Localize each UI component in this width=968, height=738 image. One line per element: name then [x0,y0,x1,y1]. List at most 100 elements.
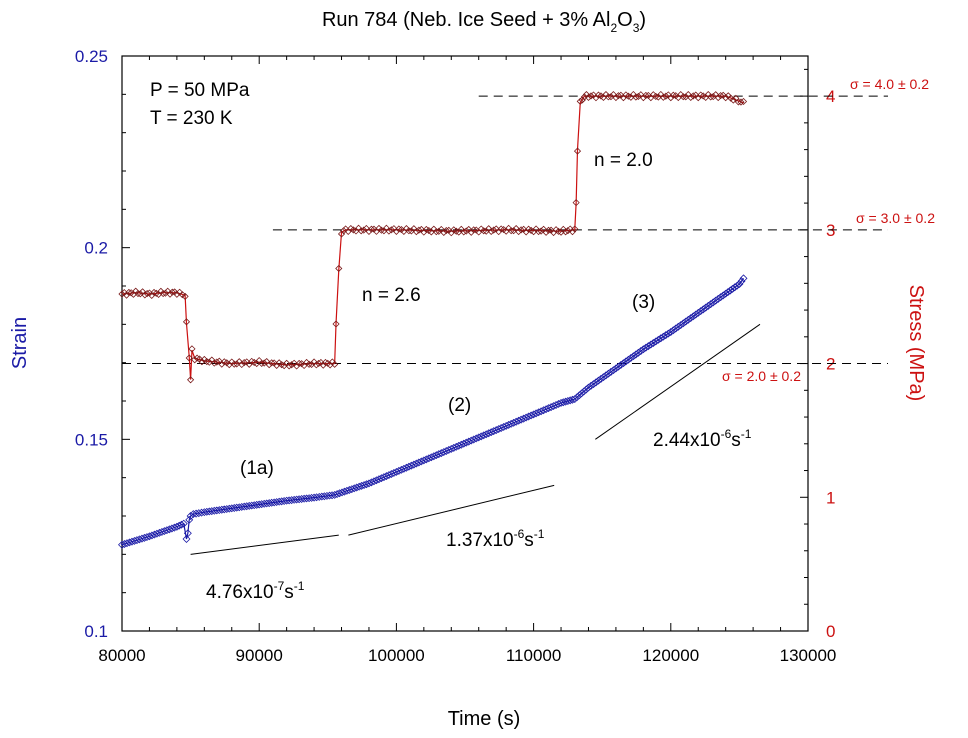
data-point-stress [159,289,167,298]
strain-rate-fit-line [190,534,339,555]
data-point-stress [198,358,206,366]
data-point-stress [568,228,577,236]
data-point-stress [168,288,176,296]
x-tick-label: 110000 [506,646,561,665]
strain-rate-label-3: 2.44x10-6s-1 [653,427,752,451]
data-point-stress [392,227,400,235]
data-point-strain [577,389,586,398]
data-point-stress [652,92,660,101]
series-stress [118,90,748,384]
data-point-stress [315,359,323,367]
data-point-stress [627,93,635,101]
data-point-stress [682,93,690,101]
data-point-stress [360,226,368,234]
y-right-tick-label: 0 [826,622,835,641]
data-point-stress [709,93,717,101]
data-point-strain [669,326,678,335]
data-point-strain [684,315,693,324]
data-point-stress [542,228,550,236]
x-tick-label: 90000 [236,646,283,665]
data-point-strain [681,317,690,326]
series-strain [118,274,748,549]
data-point-stress [580,93,588,101]
stress-exponent-label-2-0: n = 2.0 [594,150,653,171]
data-point-stress [669,91,677,99]
data-point-stress [181,292,189,300]
data-point-stress [118,290,126,298]
data-point-stress [659,93,667,101]
data-point-stress [295,359,303,368]
data-point-stress [582,90,590,99]
ticks-layer [121,55,809,632]
data-point-strain [666,328,675,336]
data-point-stress [554,227,563,235]
data-point-stress [467,228,475,236]
data-point-stress [545,226,553,234]
data-point-stress [482,227,490,235]
data-point-stress [308,360,316,369]
data-point-strain [626,353,635,362]
data-point-stress [310,358,318,366]
data-point-stress [592,94,600,102]
data-point-stress [136,290,144,298]
data-point-stress [380,227,388,235]
data-point-strain [699,305,708,314]
sigma-3-label: σ = 3.0 ± 0.2 [856,210,935,226]
data-point-stress [387,226,395,234]
data-point-strain [659,332,668,341]
data-point-stress [161,289,170,297]
data-point-stress [344,227,352,235]
y-left-tick-label: 0.1 [84,622,108,641]
data-point-stress [150,288,158,297]
data-point-stress [148,291,156,299]
data-point-strain [656,334,665,343]
data-point-strain [694,308,703,317]
data-point-stress [662,92,670,100]
data-point-stress [405,227,413,235]
data-point-stress [193,354,201,362]
data-point-stress [707,93,715,101]
data-point-stress [412,228,420,236]
data-point-stress [331,360,339,368]
data-point-strain [730,283,739,292]
segment-label-3: (3) [632,292,655,313]
y-right-tick-label: 1 [826,488,835,507]
data-point-strain [589,380,598,389]
data-point-strain [689,312,698,321]
x-tick-label: 120000 [642,646,699,665]
data-point-strain [709,298,718,307]
data-point-stress [288,361,296,369]
data-point-stress [321,358,330,367]
data-point-strain [183,529,192,538]
data-point-stress [584,93,593,101]
data-point-stress [480,227,488,235]
data-point-stress [245,360,253,368]
data-point-stress [667,94,675,102]
data-point-strain [624,355,633,364]
data-point-stress [253,359,261,368]
data-point-strain [570,395,579,404]
data-point-stress [280,362,288,370]
strain-rate-label-1a: 4.76x10-7s-1 [206,579,305,603]
data-point-strain [735,280,744,289]
data-point-stress [612,93,620,102]
data-point-stress [470,226,478,234]
data-point-strain [179,519,188,528]
data-point-stress [166,290,174,298]
strain-rate-label-2: 1.37x10-6s-1 [446,527,545,551]
data-point-strain [636,347,645,355]
data-point-stress [632,93,640,101]
data-point-strain [619,359,628,368]
reference-lines [122,95,888,365]
data-point-strain [721,289,730,298]
data-point-stress [265,361,273,369]
strain-rate-fit-line [348,484,555,536]
data-point-stress [714,94,722,102]
data-point-strain [674,322,683,331]
data-point-strain [559,398,568,407]
data-point-strain [654,335,663,344]
data-point-strain [579,387,588,396]
data-point-stress [490,226,498,234]
segment-label-1a: (1a) [240,458,274,479]
data-point-strain [609,366,618,375]
